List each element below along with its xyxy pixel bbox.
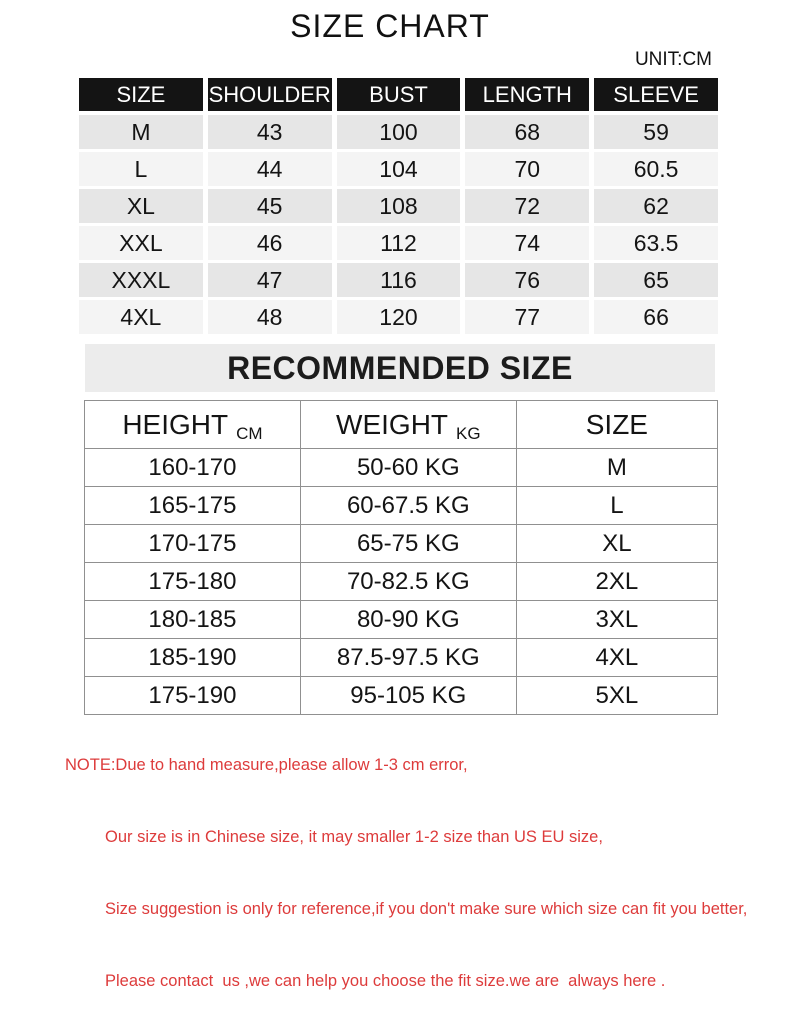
size-table-cell: 48 [207, 300, 332, 334]
size-table-cell: 47 [207, 263, 332, 297]
recommended-cell: 165-175 [85, 487, 301, 524]
recommended-cell: L [610, 491, 624, 519]
size-table-row: XL 45 108 72 62 [79, 189, 718, 223]
note-line: Please contact us ,we can help you choos… [105, 972, 666, 990]
size-table-row: XXL 46 112 74 63.5 [79, 226, 718, 260]
size-table-cell: 45 [207, 189, 332, 223]
recommended-size-heading: RECOMMENDED SIZE [85, 344, 715, 392]
size-table-cell: 72 [465, 189, 590, 223]
recommended-cell: 60-67.5 KG [301, 487, 517, 524]
size-table-row: 4XL 48 120 77 66 [79, 300, 718, 334]
page-title: SIZE CHART [290, 8, 490, 44]
recommended-row: 175-180 70-82.5 KG 2XL [85, 563, 717, 601]
size-table-cell: 112 [336, 226, 461, 260]
size-table-cell: 70 [465, 152, 590, 186]
size-table-cell: 4XL [79, 300, 203, 334]
recommended-cell: 185-190 [85, 639, 301, 676]
recommended-cell: 3XL [595, 605, 639, 633]
size-table-header-row: SIZE SHOULDER BUST LENGTH SLEEVE [79, 78, 718, 111]
weight-header: WEIGHT KG [301, 401, 517, 448]
size-table-cell: 77 [465, 300, 590, 334]
weight-unit: KG [456, 423, 481, 443]
size-table-cell: 116 [336, 263, 461, 297]
size-table-cell: XL [79, 189, 203, 223]
size-table-cell: 68 [465, 115, 590, 149]
recommended-row: 180-185 80-90 KG 3XL [85, 601, 717, 639]
recommended-cell: M [606, 453, 627, 481]
size-table-cell: 63.5 [594, 226, 718, 260]
recommended-cell: XL [602, 529, 632, 557]
recommended-row: 185-190 87.5-97.5 KG 4XL [85, 639, 717, 677]
size-table-header-cell: SLEEVE [594, 78, 718, 111]
recommended-cell: 180-185 [85, 601, 301, 638]
unit-label: UNIT:CM [634, 49, 712, 70]
size-table-header-cell: LENGTH [465, 78, 590, 111]
size-table-cell: 120 [336, 300, 461, 334]
weight-header-label: WEIGHT [336, 408, 449, 440]
size-table-header-cell: BUST [336, 78, 461, 111]
recommended-cell: 95-105 KG [301, 677, 517, 714]
size-table-cell: 108 [336, 189, 461, 223]
recommended-cell: 170-175 [85, 525, 301, 562]
note-line: Our size is in Chinese size, it may smal… [105, 828, 603, 846]
recommended-row: 175-190 95-105 KG 5XL [85, 677, 717, 714]
size-table-cell: 43 [207, 115, 332, 149]
size-table-header-cell: SIZE [79, 78, 203, 111]
size-table-cell: 65 [594, 263, 718, 297]
size-table-cell: 62 [594, 189, 718, 223]
recommended-row: 165-175 60-67.5 KG L [85, 487, 717, 525]
recommended-cell: 5XL [595, 681, 639, 709]
size-table-cell: L [79, 152, 203, 186]
size-table-header-cell: SHOULDER [207, 78, 332, 111]
recommended-table: HEIGHT CM WEIGHT KG SIZE 160-170 50-60 K… [84, 400, 718, 715]
size-table-body: M 43 100 68 59 L 44 104 70 60.5 XL 45 10… [79, 115, 718, 334]
size-table-cell: 60.5 [594, 152, 718, 186]
note-line: NOTE:Due to hand measure,please allow 1-… [65, 756, 468, 774]
size-table-cell: XXXL [79, 263, 203, 297]
size-table-cell: XXL [79, 226, 203, 260]
recommended-cell: 175-190 [85, 677, 301, 714]
size-table-cell: M [79, 115, 203, 149]
recommended-cell: 175-180 [85, 563, 301, 600]
size-table-cell: 104 [336, 152, 461, 186]
size-table-cell: 46 [207, 226, 332, 260]
size-table-cell: 66 [594, 300, 718, 334]
size-table-cell: 44 [207, 152, 332, 186]
size-table-cell: 76 [465, 263, 590, 297]
recommended-cell: 87.5-97.5 KG [301, 639, 517, 676]
size-table-cell: 74 [465, 226, 590, 260]
recommended-cell: 65-75 KG [301, 525, 517, 562]
recommended-cell: 70-82.5 KG [301, 563, 517, 600]
size-table: SIZE SHOULDER BUST LENGTH SLEEVE M 43 10… [79, 78, 718, 337]
size-table-cell: 59 [594, 115, 718, 149]
recommended-cell: 50-60 KG [301, 449, 517, 486]
recommended-row: 160-170 50-60 KG M [85, 449, 717, 487]
size-table-row: M 43 100 68 59 [79, 115, 718, 149]
size-table-row: L 44 104 70 60.5 [79, 152, 718, 186]
height-header: HEIGHT CM [85, 401, 301, 448]
recommended-cell: 4XL [595, 643, 639, 671]
size-table-row: XXXL 47 116 76 65 [79, 263, 718, 297]
recommended-cell: 160-170 [85, 449, 301, 486]
note: NOTE:Due to hand measure,please allow 1-… [65, 705, 747, 1017]
size-header-label: SIZE [585, 408, 648, 440]
recommended-cell: 2XL [595, 567, 639, 595]
recommended-cell: 80-90 KG [301, 601, 517, 638]
recommended-row: 170-175 65-75 KG XL [85, 525, 717, 563]
size-table-cell: 100 [336, 115, 461, 149]
size-header: SIZE [517, 401, 717, 448]
height-header-label: HEIGHT [122, 408, 229, 440]
height-unit: CM [236, 423, 263, 443]
note-line: Size suggestion is only for reference,if… [105, 900, 748, 918]
recommended-header-row: HEIGHT CM WEIGHT KG SIZE [85, 401, 717, 449]
